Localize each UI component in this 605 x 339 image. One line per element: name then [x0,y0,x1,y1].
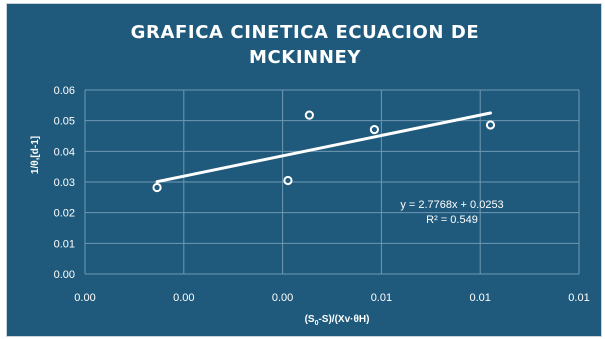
chart-title: GRAFICA CINETICA ECUACION DE MCKINNEY [7,20,603,70]
y-tick-label: 0.00 [54,269,75,281]
scatter-chart: 0.00 0.00 0.00 0.01 0.01 0.01 0.000.010.020.0… [30,85,590,327]
data-points [152,110,496,193]
y-tick-label: 0.03 [54,177,75,189]
y-tick-label: 0.05 [54,116,75,128]
y-axis-title: 1/θ,[d-1] [30,136,41,174]
x-tick-label: 0.01 [568,292,589,304]
trendline-r-squared: R² = 0.549 [426,214,478,226]
chart-title-line-2: MCKINNEY [248,47,362,68]
x-tick-label: 0.00 [173,292,194,304]
data-point [485,120,496,130]
y-tick-label: 0.02 [54,208,75,220]
y-tick-label: 0.06 [54,85,75,97]
chart-title-line-1: GRAFICA CINETICA ECUACION DE [130,22,480,43]
y-tick-label: 0.01 [54,238,75,250]
grid-lines [84,89,580,275]
x-tick-label: 0.01 [469,292,490,304]
x-tick-label: 0.01 [371,292,392,304]
y-tick-label: 0.04 [54,146,75,158]
x-axis-ticks: 0.00 0.00 0.00 0.01 0.01 0.01 [74,292,589,304]
x-tick-label: 0.00 [74,292,95,304]
x-axis-title: (S0-S)/(Xv·θH) [305,314,370,327]
data-point [283,175,293,186]
data-point [369,124,380,135]
data-point [152,182,162,193]
trendline [155,111,492,184]
x-tick-label: 0.00 [272,292,293,304]
y-axis-ticks: 0.00 0.01 0.02 0.03 0.04 0.05 0.06 [54,85,75,281]
data-point [304,110,314,120]
chart-frame: GRAFICA CINETICA ECUACION DE MCKINNEY 0.… [6,3,602,337]
trendline-equation: y = 2.7768x + 0.0253 [400,199,503,211]
trendline-group [155,111,492,184]
